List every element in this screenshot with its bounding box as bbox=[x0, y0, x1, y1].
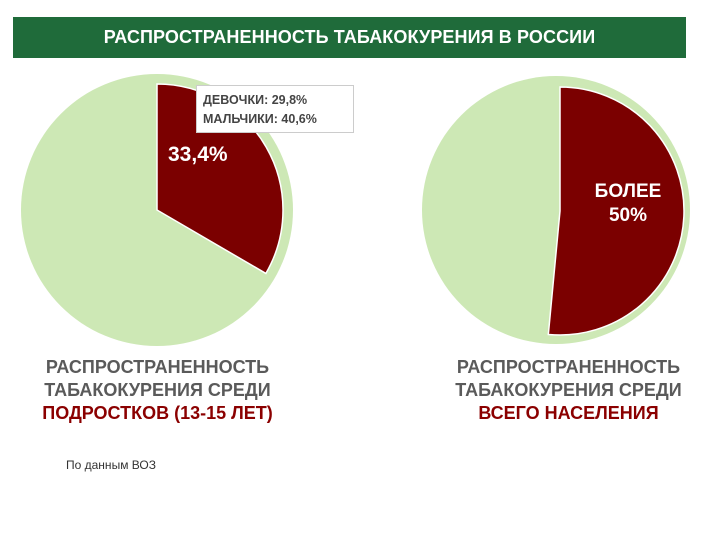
caption-population-line-3: ВСЕГО НАСЕЛЕНИЯ bbox=[478, 403, 659, 423]
caption-population-line-1: РАСПРОСТРАНЕННОСТЬ bbox=[456, 357, 681, 377]
chart-title: РАСПРОСТРАНЕННОСТЬ ТАБАКОКУРЕНИЯ В РОССИ… bbox=[13, 17, 686, 58]
caption-population-line-2: ТАБАКОКУРЕНИЯ СРЕДИ bbox=[455, 380, 682, 400]
caption-population: РАСПРОСТРАНЕННОСТЬ ТАБАКОКУРЕНИЯ СРЕДИ В… bbox=[427, 356, 710, 425]
pie-right-smoking-slice bbox=[547, 86, 685, 336]
gender-callout: ДЕВОЧКИ: 29,8% МАЛЬЧИКИ: 40,6% bbox=[196, 85, 354, 133]
callout-boys: МАЛЬЧИКИ: 40,6% bbox=[203, 112, 317, 126]
pie-right-slice-label: БОЛЕЕ 50% bbox=[580, 180, 676, 228]
pie-left-slice-label: 33,4% bbox=[168, 143, 228, 166]
pie-right-label-value: 50% bbox=[608, 205, 648, 226]
caption-teens: РАСПРОСТРАНЕННОСТЬ ТАБАКОКУРЕНИЯ СРЕДИ П… bbox=[20, 356, 295, 425]
source-note: По данным ВОЗ bbox=[66, 458, 156, 472]
pie-right-label-top: БОЛЕЕ bbox=[594, 181, 662, 202]
callout-girls: ДЕВОЧКИ: 29,8% bbox=[203, 93, 308, 107]
caption-teens-line-2: ТАБАКОКУРЕНИЯ СРЕДИ bbox=[44, 380, 271, 400]
caption-teens-line-1: РАСПРОСТРАНЕННОСТЬ bbox=[45, 357, 270, 377]
caption-teens-line-3: ПОДРОСТКОВ (13-15 ЛЕТ) bbox=[42, 403, 273, 423]
